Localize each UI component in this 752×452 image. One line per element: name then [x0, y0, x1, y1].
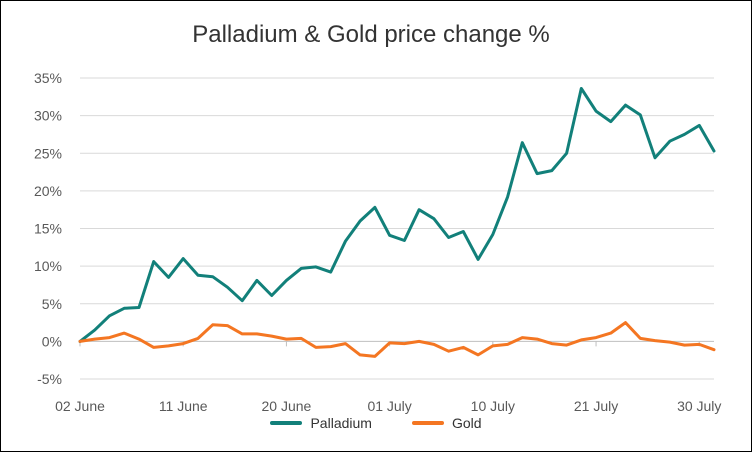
legend-item-gold: Gold	[411, 415, 482, 431]
y-tick-label: 15%	[34, 221, 62, 237]
series-line-gold	[78, 321, 716, 358]
y-tick-label: 20%	[34, 183, 62, 199]
y-tick-label: 25%	[34, 145, 62, 161]
y-tick-label: -5%	[37, 371, 62, 387]
x-tick-label: 01 July	[367, 398, 411, 414]
y-tick-label: 5%	[42, 296, 62, 312]
legend-label-gold: Gold	[451, 415, 482, 431]
legend-item-palladium: Palladium	[270, 415, 372, 431]
chart-title: Palladium & Gold price change %	[192, 21, 550, 48]
x-tick-label: 30 July	[677, 398, 721, 414]
x-tick-label: 20 June	[262, 398, 312, 414]
legend: Palladium Gold	[1, 415, 751, 431]
x-tick-label: 10 July	[471, 398, 515, 414]
series-line-palladium	[78, 87, 716, 343]
legend-swatch-palladium	[270, 421, 303, 425]
legend-label-palladium: Palladium	[310, 415, 372, 431]
y-tick-label: 10%	[34, 258, 62, 274]
x-tick-label: 02 June	[55, 398, 105, 414]
x-tick-label: 21 July	[574, 398, 618, 414]
y-tick-label: 0%	[42, 333, 62, 349]
y-tick-label: 30%	[34, 108, 62, 124]
y-tick-label: 35%	[34, 70, 62, 86]
legend-swatch-gold	[411, 421, 444, 425]
x-tick-label: 11 June	[159, 398, 208, 414]
